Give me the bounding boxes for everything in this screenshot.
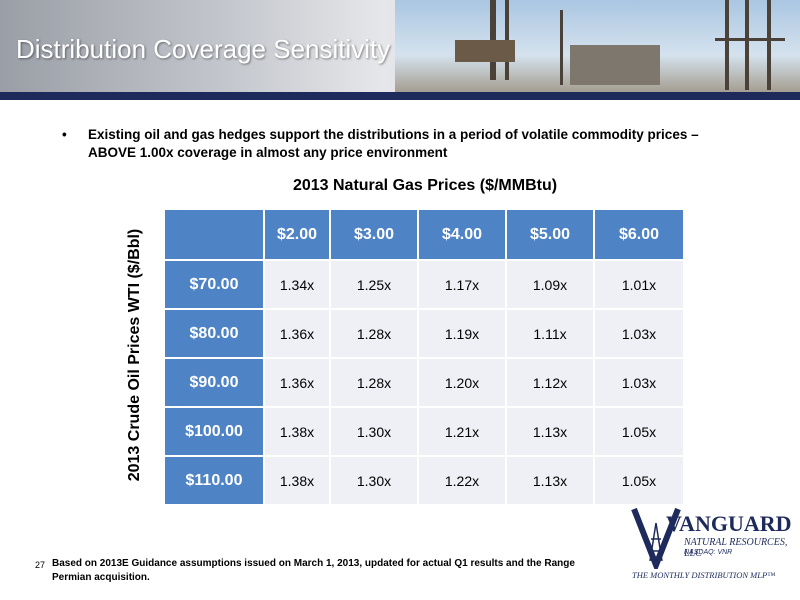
row-header: $100.00 (163, 406, 265, 457)
table-row: $110.00 1.38x 1.30x 1.22x 1.13x 1.05x (163, 455, 685, 506)
table-cell: 1.36x (263, 308, 331, 359)
slide-title: Distribution Coverage Sensitivity (16, 34, 391, 64)
header-photo-collage (395, 0, 800, 100)
bullet-text: Existing oil and gas hedges support the … (88, 127, 699, 160)
table-cell: 1.01x (593, 259, 685, 310)
column-header: $3.00 (329, 208, 419, 261)
table-title: 2013 Natural Gas Prices ($/MMBtu) (292, 177, 558, 194)
table-cell: 1.38x (263, 406, 331, 457)
logo-subtitle: NATURAL RESOURCES, LLC (684, 537, 788, 559)
table-cell: 1.19x (417, 308, 507, 359)
logo-tagline: THE MONTHLY DISTRIBUTION MLP™ (632, 570, 776, 580)
table-row: $70.00 1.34x 1.25x 1.17x 1.09x 1.01x (163, 259, 685, 310)
table-corner (163, 208, 265, 261)
table-cell: 1.25x (329, 259, 419, 310)
table-cell: 1.22x (417, 455, 507, 506)
table-cell: 1.13x (505, 406, 595, 457)
table-cell: 1.30x (329, 455, 419, 506)
logo-name: VANGUARD (666, 511, 792, 536)
table-cell: 1.03x (593, 357, 685, 408)
row-axis-label: 2013 Crude Oil Prices WTI ($/Bbl) (126, 228, 143, 482)
header-accent-bar (0, 92, 800, 100)
table-cell: 1.11x (505, 308, 595, 359)
page-number: 27 (35, 560, 46, 570)
footnote: Based on 2013E Guidance assumptions issu… (52, 558, 575, 583)
company-logo: VANGUARD NATURAL RESOURCES, LLC NASDAQ: … (628, 505, 793, 585)
table-row: $80.00 1.36x 1.28x 1.19x 1.11x 1.03x (163, 308, 685, 359)
column-header: $2.00 (263, 208, 331, 261)
table-row: $90.00 1.36x 1.28x 1.20x 1.12x 1.03x (163, 357, 685, 408)
table-cell: 1.17x (417, 259, 507, 310)
row-header: $90.00 (163, 357, 265, 408)
table-cell: 1.09x (505, 259, 595, 310)
table-cell: 1.34x (263, 259, 331, 310)
table-cell: 1.28x (329, 308, 419, 359)
table-cell: 1.13x (505, 455, 595, 506)
column-header: $4.00 (417, 208, 507, 261)
table-cell: 1.38x (263, 455, 331, 506)
column-header: $5.00 (505, 208, 595, 261)
header-banner: Distribution Coverage Sensitivity (0, 0, 800, 100)
table-cell: 1.05x (593, 455, 685, 506)
bullet-point: • Existing oil and gas hedges support th… (62, 126, 742, 162)
table-header-row: $2.00 $3.00 $4.00 $5.00 $6.00 (163, 208, 685, 261)
table-cell: 1.12x (505, 357, 595, 408)
table-cell: 1.28x (329, 357, 419, 408)
table-row: $100.00 1.38x 1.30x 1.21x 1.13x 1.05x (163, 406, 685, 457)
derrick-icon (631, 507, 681, 569)
table-cell: 1.20x (417, 357, 507, 408)
table-cell: 1.05x (593, 406, 685, 457)
table-cell: 1.21x (417, 406, 507, 457)
row-header: $80.00 (163, 308, 265, 359)
bullet-icon: • (62, 127, 67, 142)
logo-ticker: NASDAQ: VNR (684, 549, 733, 556)
table-cell: 1.03x (593, 308, 685, 359)
coverage-table: $2.00 $3.00 $4.00 $5.00 $6.00 $70.00 1.3… (163, 208, 685, 506)
row-header: $110.00 (163, 455, 265, 506)
table-cell: 1.36x (263, 357, 331, 408)
column-header: $6.00 (593, 208, 685, 261)
row-header: $70.00 (163, 259, 265, 310)
table-cell: 1.30x (329, 406, 419, 457)
